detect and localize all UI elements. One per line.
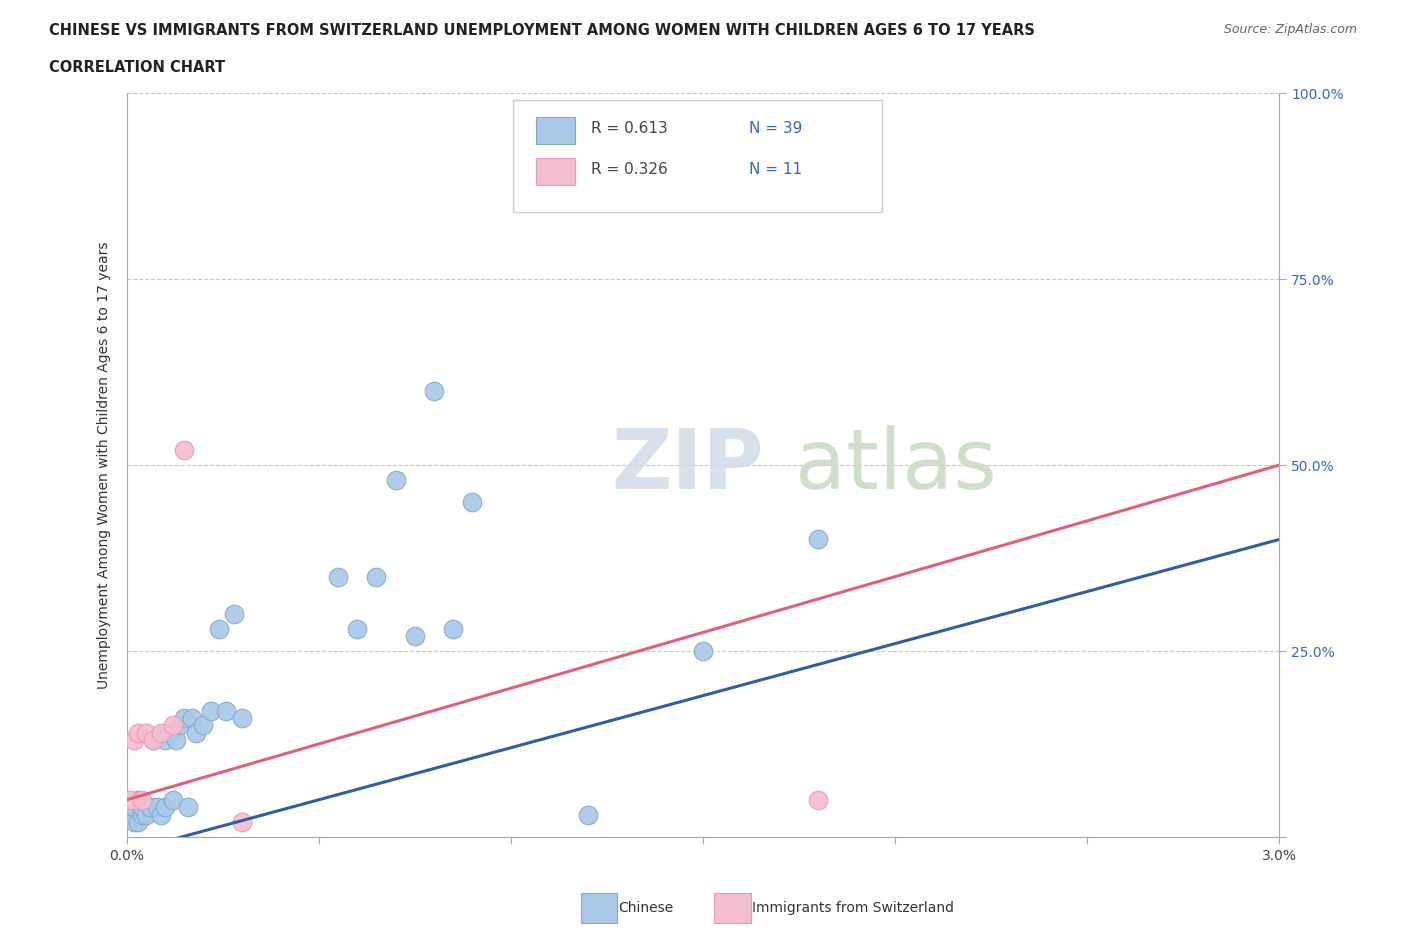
Point <box>162 718 184 733</box>
Text: CHINESE VS IMMIGRANTS FROM SWITZERLAND UNEMPLOYMENT AMONG WOMEN WITH CHILDREN AG: CHINESE VS IMMIGRANTS FROM SWITZERLAND U… <box>49 23 1035 38</box>
Point <box>215 703 238 718</box>
Point <box>153 800 176 815</box>
Point <box>135 725 157 740</box>
Point <box>224 606 246 621</box>
Point <box>138 800 160 815</box>
Point <box>208 621 231 636</box>
Point <box>120 792 142 807</box>
Text: Immigrants from Switzerland: Immigrants from Switzerland <box>752 900 955 915</box>
Point <box>120 807 142 822</box>
Point <box>180 711 202 725</box>
Point <box>127 725 149 740</box>
Point <box>150 725 173 740</box>
Text: ZIP: ZIP <box>610 424 763 506</box>
FancyBboxPatch shape <box>536 117 575 143</box>
Point <box>807 532 830 547</box>
Y-axis label: Unemployment Among Women with Children Ages 6 to 17 years: Unemployment Among Women with Children A… <box>97 241 111 689</box>
Point <box>807 792 830 807</box>
Point <box>384 472 406 487</box>
Text: R = 0.326: R = 0.326 <box>591 162 668 177</box>
Point <box>131 792 153 807</box>
Point <box>127 815 149 830</box>
Point <box>231 711 253 725</box>
Text: Chinese: Chinese <box>619 900 673 915</box>
Point <box>150 807 173 822</box>
Point <box>200 703 222 718</box>
Point <box>461 495 484 510</box>
Point <box>131 800 153 815</box>
Text: R = 0.613: R = 0.613 <box>591 121 668 136</box>
Point <box>162 792 184 807</box>
Text: CORRELATION CHART: CORRELATION CHART <box>49 60 225 75</box>
Point <box>346 621 368 636</box>
Point <box>142 733 165 748</box>
Point <box>146 800 169 815</box>
Text: Source: ZipAtlas.com: Source: ZipAtlas.com <box>1223 23 1357 36</box>
Point <box>173 711 195 725</box>
Point <box>127 792 149 807</box>
Point <box>404 629 426 644</box>
FancyBboxPatch shape <box>536 158 575 184</box>
Point <box>193 718 215 733</box>
Point <box>173 443 195 458</box>
Text: N = 11: N = 11 <box>749 162 803 177</box>
Point <box>131 807 153 822</box>
Point <box>692 644 714 658</box>
FancyBboxPatch shape <box>513 100 882 212</box>
Point <box>142 733 165 748</box>
Point <box>122 815 145 830</box>
Point <box>169 718 191 733</box>
Text: N = 39: N = 39 <box>749 121 803 136</box>
Point <box>441 621 464 636</box>
Point <box>326 569 349 584</box>
Point <box>122 733 145 748</box>
Point <box>423 383 446 398</box>
Point <box>231 815 253 830</box>
Point <box>157 725 180 740</box>
Point <box>177 800 200 815</box>
Point <box>122 800 145 815</box>
Point <box>366 569 388 584</box>
Text: atlas: atlas <box>796 424 997 506</box>
Point <box>166 733 188 748</box>
Point <box>576 807 599 822</box>
Point <box>135 807 157 822</box>
Point <box>184 725 207 740</box>
Point <box>153 733 176 748</box>
